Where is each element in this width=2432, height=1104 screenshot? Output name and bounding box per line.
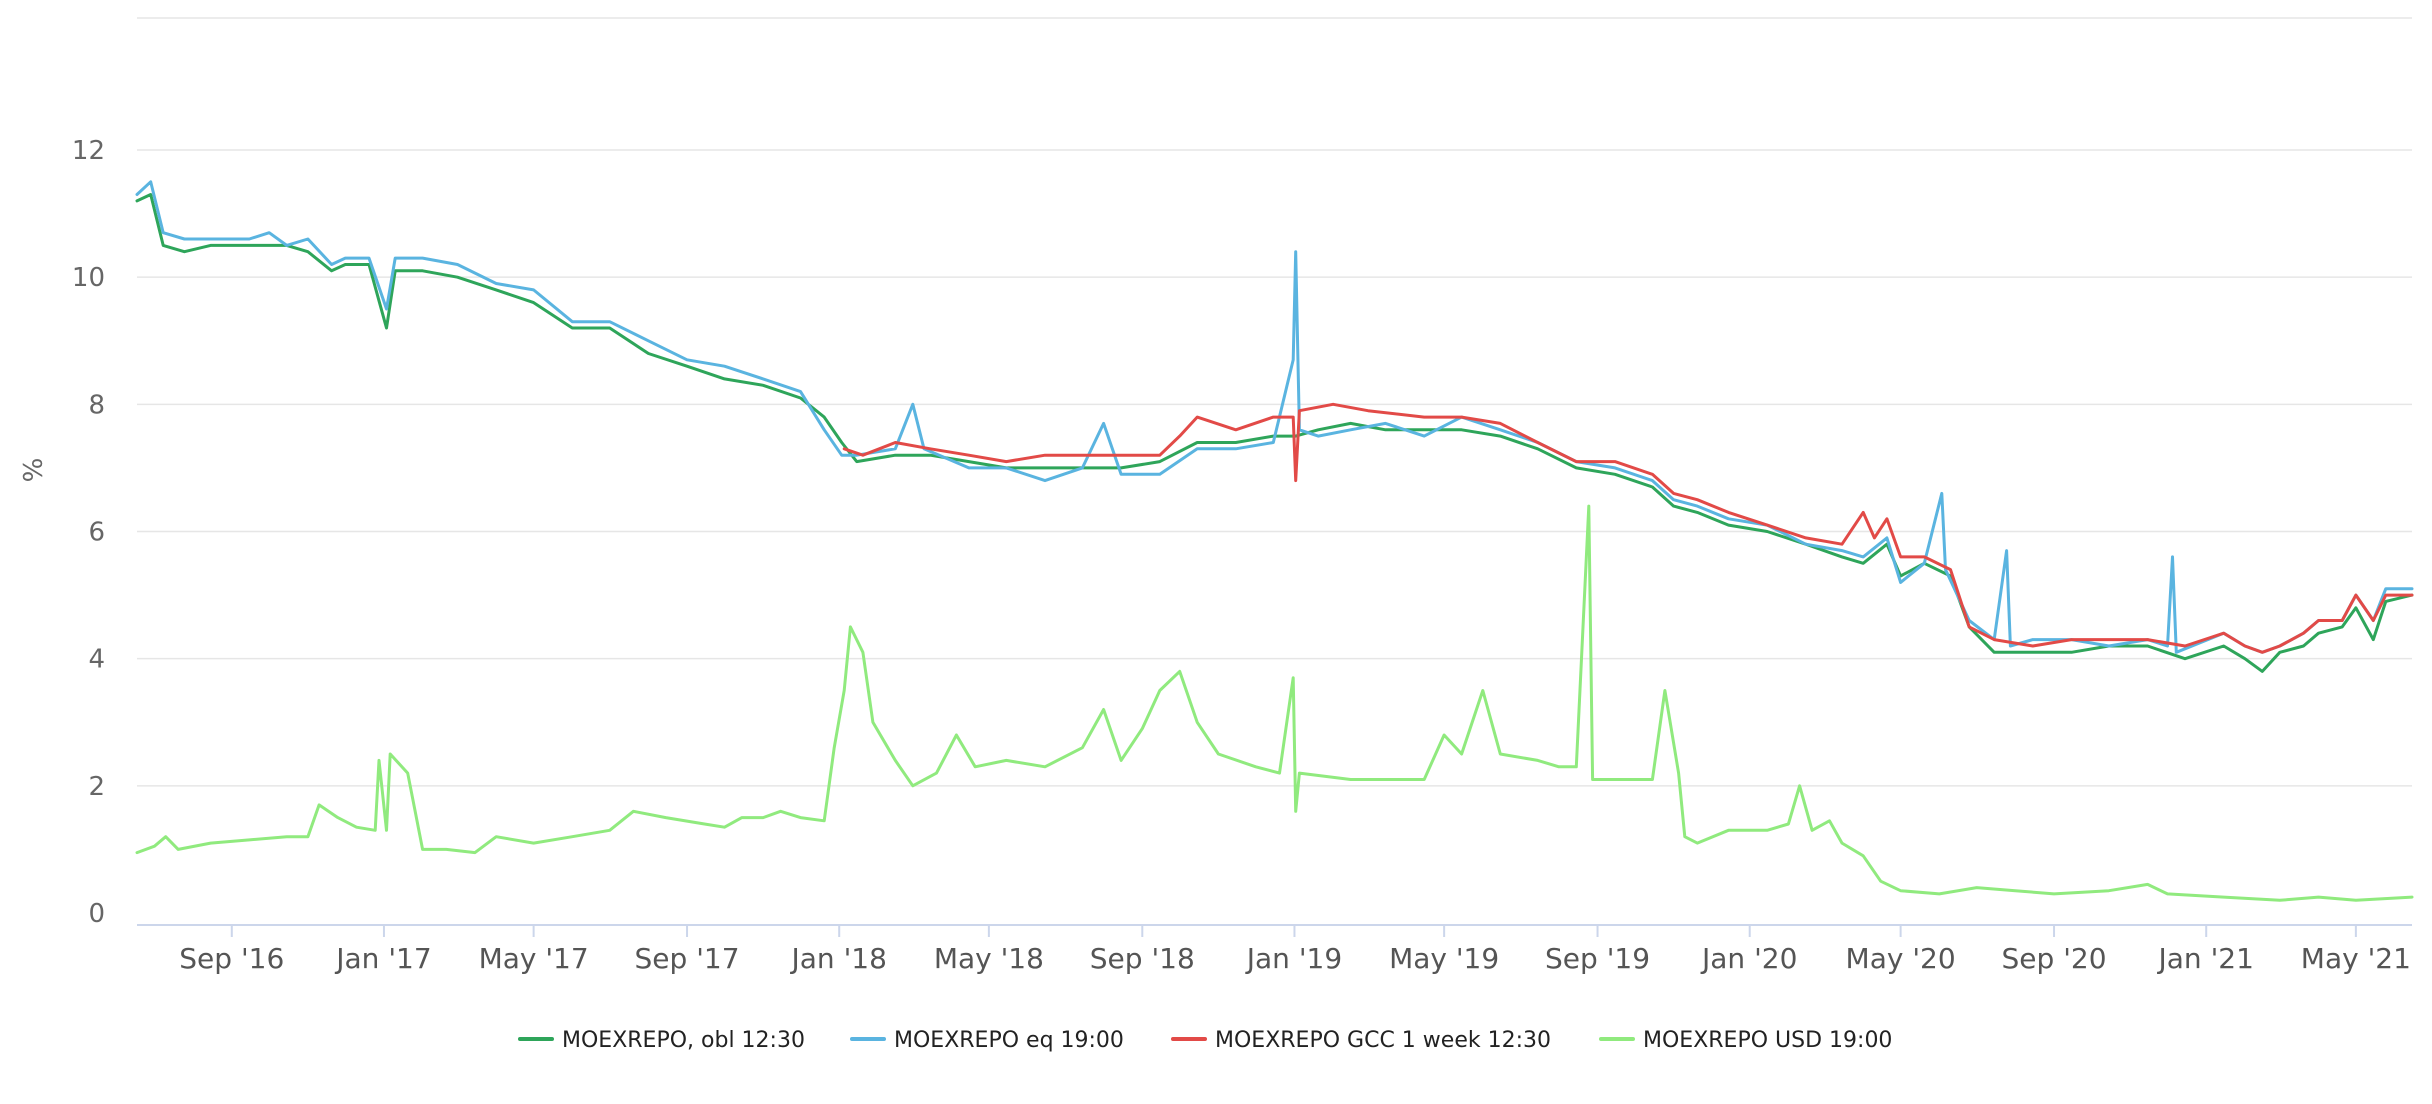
x-tick-label: Jan '21: [2157, 942, 2254, 975]
legend-item-4[interactable]: MOEXREPO USD 19:00: [1599, 1028, 1892, 1053]
series-line-3: [842, 402, 2414, 654]
x-tick-label: May '18: [934, 942, 1044, 975]
gridlines: [137, 17, 2412, 787]
y-tick-label: 0: [88, 899, 105, 929]
y-tick-label: 12: [72, 136, 105, 166]
x-tick-label: Jan '19: [1245, 942, 1342, 975]
x-tick-label: Sep '18: [1090, 942, 1195, 975]
legend[interactable]: MOEXREPO, obl 12:30 MOEXREPO eq 19:00 MOEX…: [518, 1028, 1892, 1053]
x-tick-label: May '21: [2301, 942, 2411, 975]
legend-label: MOEXREPO, obl 12:30: [562, 1028, 805, 1053]
y-tick-label: 10: [72, 263, 105, 293]
x-tick-label: Jan '18: [790, 942, 887, 975]
x-axis: Sep '16 Jan '17 May '17 Sep '17 Jan '18 May '…: [137, 924, 2412, 975]
y-axis-title: %: [19, 458, 49, 483]
x-tick-label: Jan '20: [1700, 942, 1797, 975]
x-tick-label: Sep '20: [2002, 942, 2107, 975]
legend-label: MOEXREPO GCC 1 week 12:30: [1215, 1028, 1551, 1053]
x-tick-label: Sep '19: [1545, 942, 1650, 975]
y-tick-label: 6: [88, 518, 105, 548]
y-tick-label: 4: [88, 645, 105, 675]
legend-label: MOEXREPO eq 19:00: [894, 1028, 1124, 1053]
series-lines: [135, 180, 2414, 902]
y-tick-label: 8: [88, 390, 105, 420]
x-tick-label: Sep '16: [179, 942, 284, 975]
y-axis: 0 2 4 6 8 10 12: [72, 136, 105, 929]
legend-item-3[interactable]: MOEXREPO GCC 1 week 12:30: [1171, 1028, 1551, 1053]
legend-item-2[interactable]: MOEXREPO eq 19:00: [850, 1028, 1124, 1053]
series-line-2: [135, 180, 2414, 654]
x-tick-label: May '17: [479, 942, 589, 975]
y-tick-label: 2: [88, 772, 105, 802]
legend-item-1[interactable]: MOEXREPO, obl 12:30: [518, 1028, 805, 1053]
x-tick-label: May '20: [1846, 942, 1956, 975]
x-tick-label: Sep '17: [635, 942, 740, 975]
legend-label: MOEXREPO USD 19:00: [1643, 1028, 1892, 1053]
x-tick-label: Jan '17: [334, 942, 431, 975]
series-line-4: [135, 504, 2414, 902]
x-tick-label: May '19: [1389, 942, 1499, 975]
